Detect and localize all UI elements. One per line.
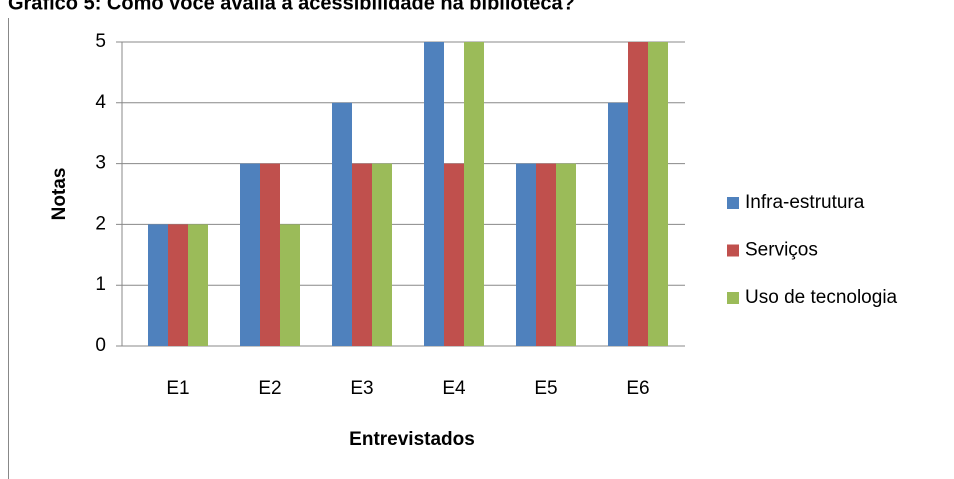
bar xyxy=(536,163,556,346)
x-tick-label: E3 xyxy=(350,378,373,399)
bar xyxy=(148,224,168,346)
y-tick-label: 2 xyxy=(95,213,106,234)
bar xyxy=(240,163,260,346)
bar xyxy=(556,163,576,346)
y-tick-label: 3 xyxy=(95,153,106,174)
y-tick-label: 4 xyxy=(95,92,106,113)
legend-swatch xyxy=(727,244,739,257)
bar xyxy=(424,42,444,346)
bar xyxy=(464,42,484,346)
bar xyxy=(516,163,536,346)
legend-label: Serviços xyxy=(745,240,818,261)
bar xyxy=(332,102,352,346)
bar xyxy=(608,102,628,346)
legend-swatch xyxy=(727,197,739,209)
x-tick-label: E4 xyxy=(442,378,466,399)
bar xyxy=(188,224,208,346)
y-axis-title: Notas xyxy=(49,168,70,221)
y-tick-label: 1 xyxy=(95,274,106,295)
y-tick-label: 5 xyxy=(95,31,106,52)
legend-swatch xyxy=(727,292,739,304)
bar xyxy=(280,224,300,346)
bar xyxy=(260,163,280,346)
x-tick-label: E5 xyxy=(534,378,557,399)
bar xyxy=(648,42,668,346)
x-tick-label: E6 xyxy=(626,378,649,399)
legend-label: Uso de tecnologia xyxy=(745,287,898,308)
bar xyxy=(168,224,188,346)
bar xyxy=(372,163,392,346)
y-tick-label: 0 xyxy=(95,335,106,356)
x-tick-label: E2 xyxy=(258,378,281,399)
chart-title: Gráfico 5: Como você avalia a acessibili… xyxy=(8,0,575,14)
legend-label: Infra-estrutura xyxy=(745,192,865,213)
bar xyxy=(352,163,372,346)
x-axis-title: Entrevistados xyxy=(349,429,475,450)
x-tick-label: E1 xyxy=(166,378,189,399)
bar xyxy=(628,42,648,346)
bar xyxy=(444,163,464,346)
